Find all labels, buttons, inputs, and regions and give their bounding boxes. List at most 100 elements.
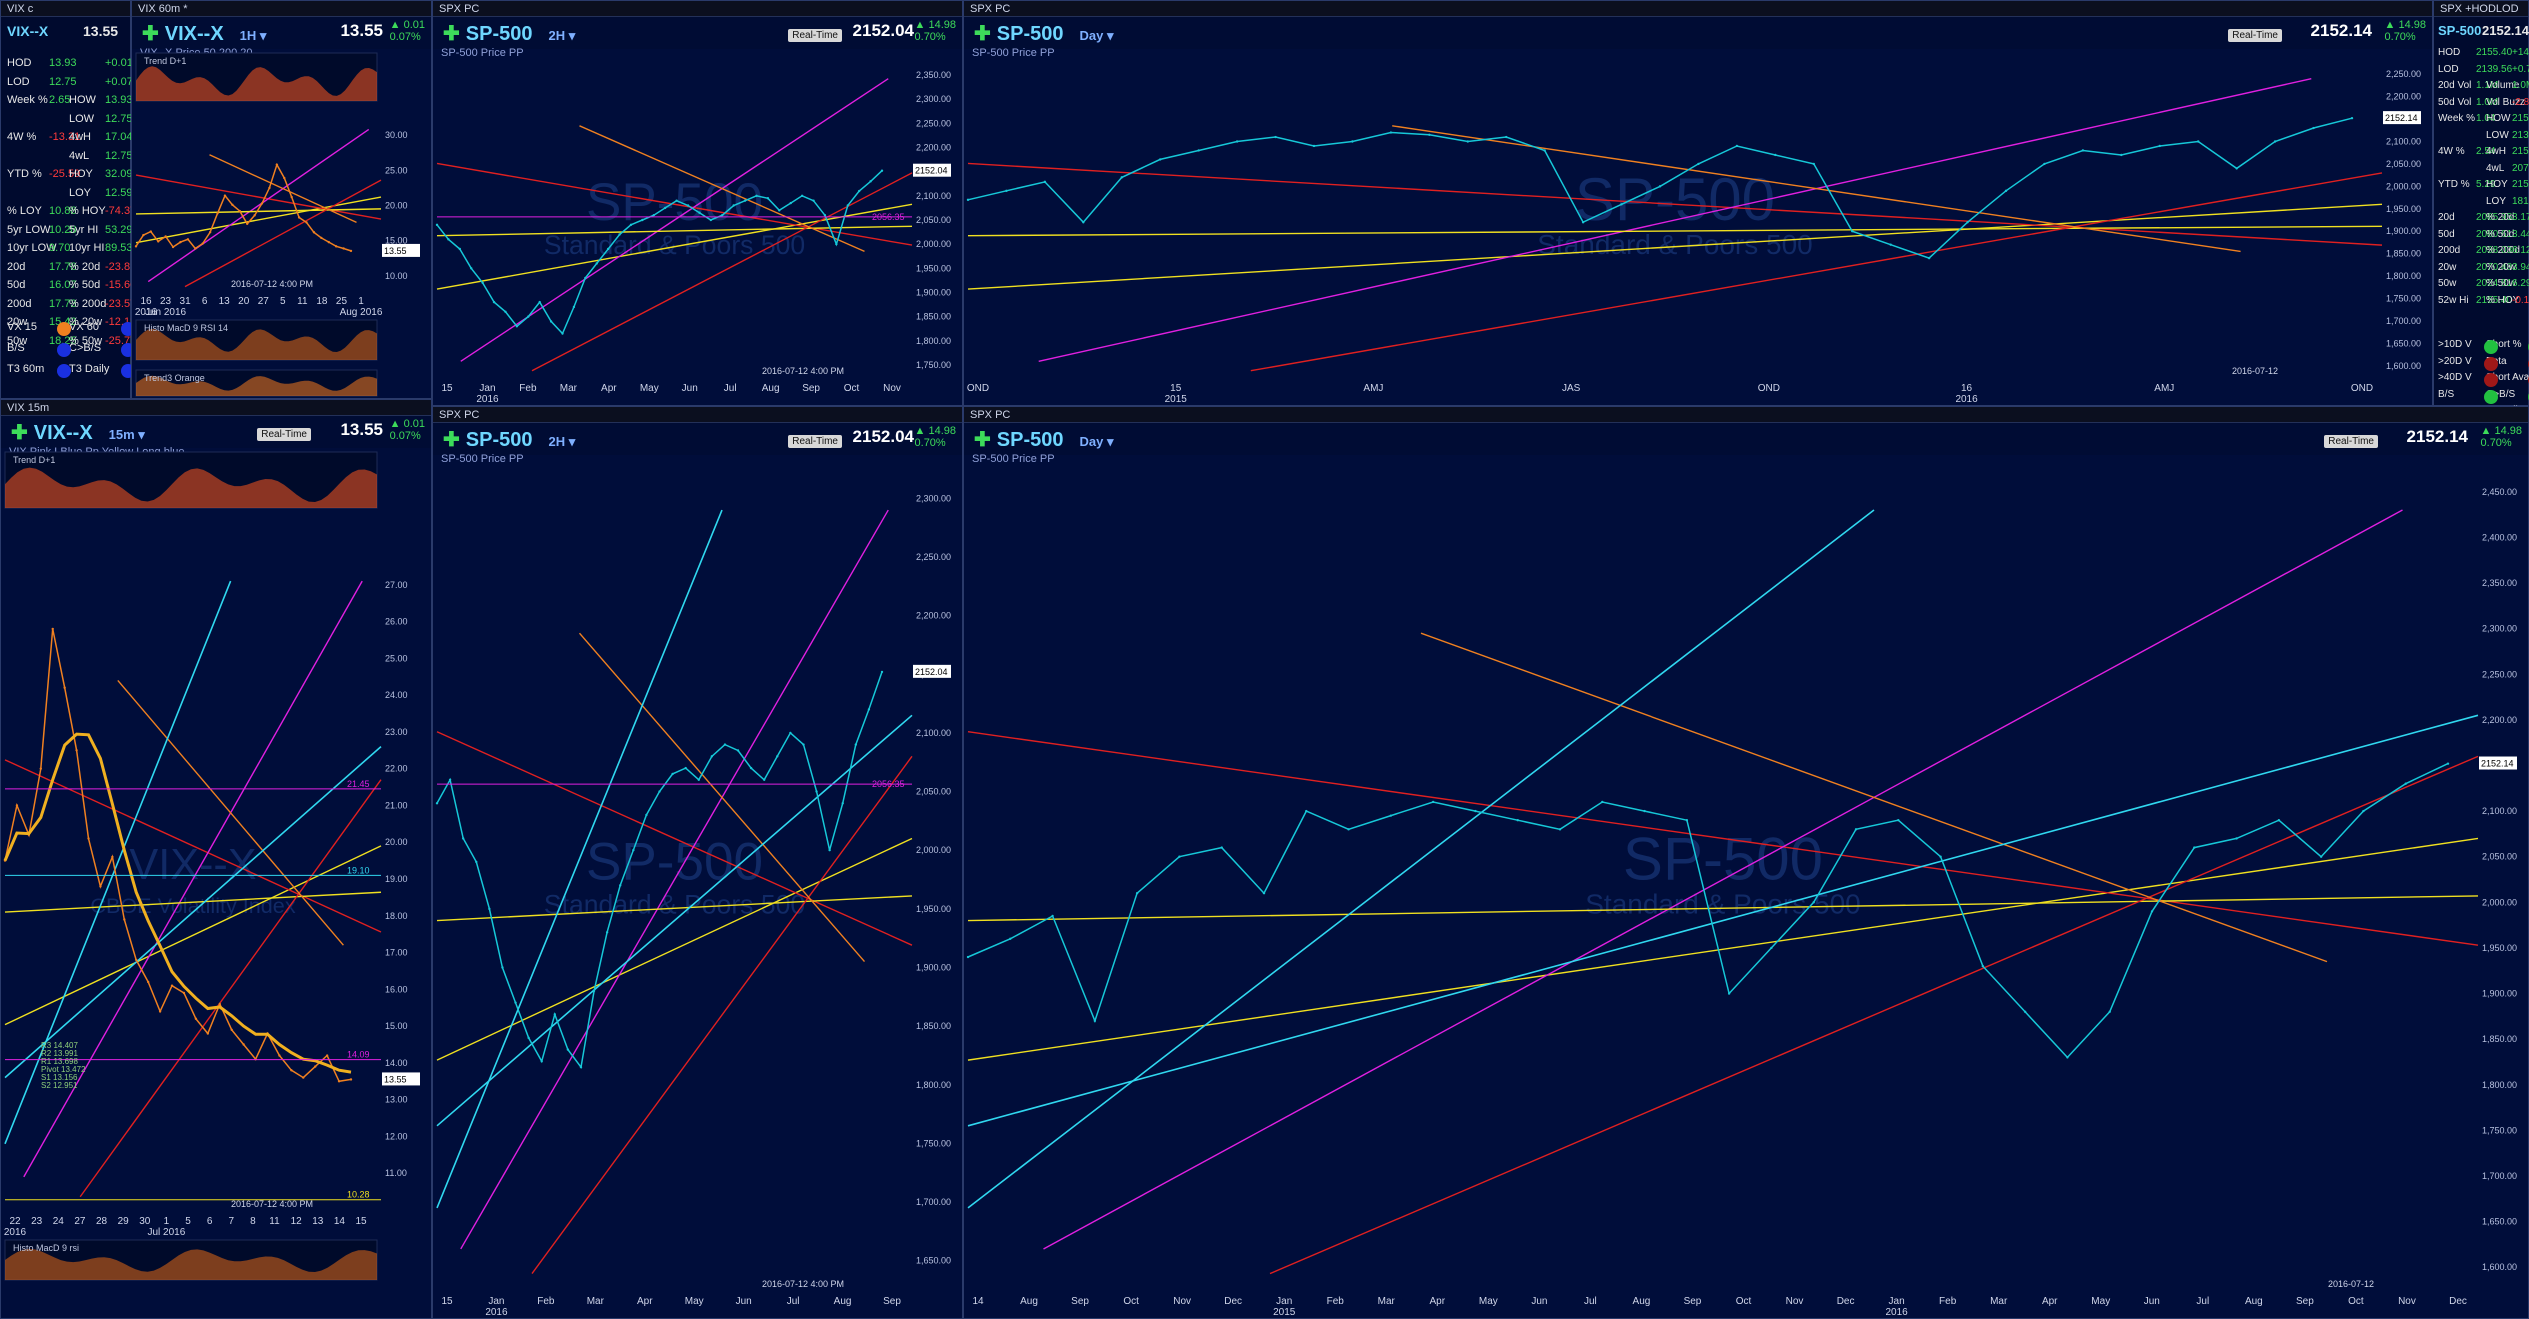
- x-tick-label: OND: [1758, 383, 1780, 394]
- indicator-legend[interactable]: SP-500 Price PP: [441, 453, 524, 465]
- x-tick-sublabel: Aug 2016: [340, 307, 383, 318]
- watchlist-label: 200d: [2438, 245, 2461, 256]
- price-point: [134, 245, 138, 248]
- chart-panel-spx2h[interactable]: SPX PC ✚ SP-500 2H ▾ 2152.04 ▲ 14.98 0.70% …: [432, 0, 963, 406]
- timeframe-select[interactable]: 2H ▾: [548, 434, 576, 449]
- y-tick-label: 1,600.00: [2482, 1262, 2517, 1272]
- left-watchlist-symbol[interactable]: VIX--X: [7, 23, 49, 39]
- indicator-legend[interactable]: SP-500 Price PP: [441, 47, 524, 59]
- realtime-badge[interactable]: Real-Time: [788, 435, 842, 448]
- symbol-label[interactable]: ✚ SP-500 Day ▾: [974, 429, 1114, 451]
- price-point: [749, 766, 753, 770]
- x-tick-label: Mar: [560, 383, 578, 394]
- panel-title[interactable]: VIX 60m *: [132, 1, 431, 17]
- price-point: [1431, 800, 1435, 804]
- trendline: [436, 731, 913, 946]
- x-tick-label: OND: [967, 383, 989, 394]
- x-tick-label: 14: [334, 1216, 346, 1227]
- x-tick-label: Dec: [1224, 1296, 1242, 1307]
- price-point: [194, 1017, 198, 1020]
- trendline: [117, 679, 344, 946]
- trendline: [436, 837, 913, 1061]
- pivot-label: R3 14.407: [41, 1041, 78, 1050]
- symbol-label[interactable]: ✚ SP-500 Day ▾: [974, 23, 1114, 45]
- y-tick-label: 25.00: [385, 165, 408, 175]
- trendline: [460, 78, 889, 362]
- y-tick-label: 17.00: [385, 948, 408, 958]
- symbol-label[interactable]: ✚ VIX--X 1H ▾: [142, 23, 267, 45]
- indicator-legend[interactable]: SP-500 Price PP: [972, 47, 1055, 59]
- x-tick-label: Oct: [1123, 1296, 1139, 1307]
- chart-panel-spxday_b[interactable]: SPX PC ✚ SP-500 Day ▾ 2152.14 ▲ 14.98 0.70%…: [963, 406, 2529, 1319]
- panel-title[interactable]: VIX 15m: [1, 400, 431, 416]
- x-tick-label: 15: [441, 383, 453, 394]
- watchlist-value: 89.53: [105, 242, 133, 254]
- add-icon[interactable]: ✚: [974, 23, 991, 45]
- trendline: [147, 128, 370, 283]
- chart-panel-spx2h_b[interactable]: SPX PC ✚ SP-500 2H ▾ 2152.04 ▲ 14.98 0.70% …: [432, 406, 963, 1319]
- price-point: [675, 199, 678, 202]
- price-point: [2004, 189, 2008, 193]
- price-chart[interactable]: Trend D+110.0015.0020.0025.0030.00162016…: [132, 49, 432, 399]
- indicator-histogram: [5, 467, 377, 508]
- watchlist-label: LOY: [69, 186, 92, 199]
- signal-label: Short Avail: [2486, 372, 2529, 383]
- watchlist-label: HOY: [69, 168, 93, 180]
- panel-title[interactable]: SPX PC: [964, 1, 2432, 17]
- signal-label: T3 60m: [7, 363, 45, 375]
- timestamp-label: 2016-07-12 4:00 PM: [231, 1199, 313, 1209]
- price-change: ▲ 0.01 0.07%: [389, 418, 425, 442]
- panel-title[interactable]: SPX PC: [433, 407, 962, 423]
- symbol-label[interactable]: ✚ VIX--X 15m ▾: [11, 422, 145, 444]
- indicator-histogram: [136, 66, 377, 101]
- realtime-badge[interactable]: Real-Time: [2324, 435, 2378, 448]
- x-tick-label: Apr: [601, 383, 617, 394]
- add-icon[interactable]: ✚: [443, 429, 460, 451]
- price-point: [171, 245, 175, 249]
- panel-title[interactable]: SPX PC: [433, 1, 962, 17]
- add-icon[interactable]: ✚: [974, 429, 991, 451]
- y-tick-label: 2,450.00: [2482, 487, 2517, 497]
- realtime-badge[interactable]: Real-Time: [788, 29, 842, 42]
- timeframe-select[interactable]: 2H ▾: [548, 28, 576, 43]
- realtime-badge[interactable]: Real-Time: [257, 428, 311, 441]
- right-watchlist-symbol[interactable]: SP-500: [2438, 23, 2482, 38]
- trendline: [184, 179, 382, 288]
- add-icon[interactable]: ✚: [142, 23, 159, 45]
- timeframe-select[interactable]: Day ▾: [1079, 28, 1114, 43]
- watchlist-value: 2155.40: [2512, 113, 2529, 124]
- signal-dot: [57, 322, 71, 336]
- price-point: [475, 860, 478, 864]
- y-tick-label: 2,250.00: [916, 552, 951, 562]
- symbol-label[interactable]: ✚ SP-500 2H ▾: [443, 429, 576, 451]
- add-icon[interactable]: ✚: [443, 23, 460, 45]
- panel-title[interactable]: SPX PC: [964, 407, 2528, 423]
- realtime-badge[interactable]: Real-Time: [2228, 29, 2282, 42]
- timeframe-select[interactable]: 1H ▾: [239, 28, 267, 43]
- watchlist-label: % 50d: [2486, 228, 2515, 240]
- y-tick-label: 1,900.00: [916, 287, 951, 297]
- timeframe-select[interactable]: 15m ▾: [108, 427, 145, 442]
- timeframe-select[interactable]: Day ▾: [1079, 434, 1114, 449]
- x-tick-label: Apr: [637, 1296, 653, 1307]
- price-point: [710, 755, 714, 758]
- symbol-label[interactable]: ✚ SP-500 2H ▾: [443, 23, 576, 45]
- trendline: [967, 895, 2479, 922]
- x-tick-label: Mar: [1378, 1296, 1396, 1307]
- x-tick-label: Feb: [537, 1296, 555, 1307]
- add-icon[interactable]: ✚: [11, 422, 28, 444]
- chart-panel-vix60[interactable]: VIX 60m * ✚ VIX--X 1H ▾ 13.55 ▲ 0.01 0.07% …: [131, 0, 432, 399]
- x-tick-label: Aug: [1633, 1296, 1651, 1307]
- price-point: [2404, 782, 2407, 785]
- chart-panel-spxday[interactable]: SPX PC ✚ SP-500 Day ▾ 2152.14 ▲ 14.98 0.70%…: [963, 0, 2433, 406]
- y-tick-label: 27.00: [385, 580, 408, 590]
- chart-panel-vix15[interactable]: VIX 15m ✚ VIX--X 15m ▾ 13.55 ▲ 0.01 0.07% R…: [0, 399, 432, 1319]
- price-point: [2277, 819, 2281, 822]
- indicator-legend[interactable]: SP-500 Price PP: [972, 453, 1055, 465]
- watchlist-label: LOW: [2486, 129, 2509, 141]
